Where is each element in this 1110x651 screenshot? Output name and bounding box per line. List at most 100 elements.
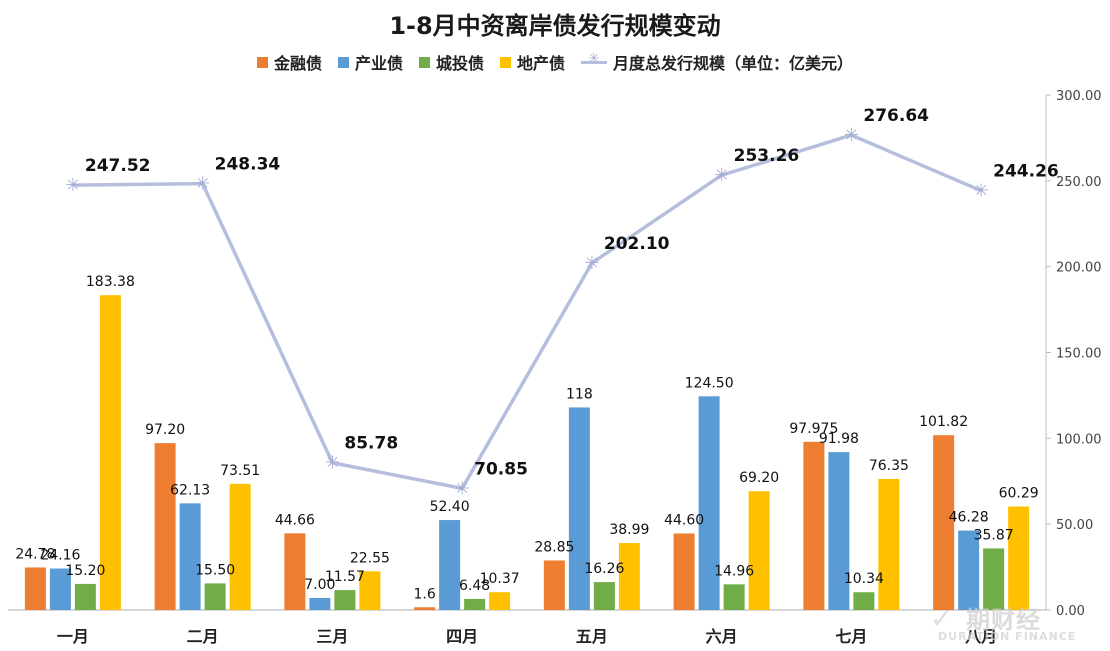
bar: [74, 583, 96, 610]
bar: [464, 598, 486, 610]
legend-label-lgfv: 城投债: [435, 54, 484, 73]
legend-item-lgfv: 城投债: [418, 50, 484, 74]
bar-data-label: 15.20: [65, 563, 105, 579]
total-line-point: ✳: [455, 478, 470, 499]
x-tick-label: 五月: [576, 627, 608, 646]
bar-data-label: 69.20: [739, 470, 779, 486]
bar-data-label: 10.34: [844, 571, 884, 587]
bar: [803, 441, 825, 610]
bar: [698, 396, 720, 610]
bar-data-label: 62.13: [170, 482, 210, 498]
watermark-text-en: DURATION FINANCE: [938, 630, 1077, 643]
total-data-label: 244.26: [993, 162, 1059, 182]
bar-data-label: 60.29: [999, 486, 1039, 502]
bar: [439, 520, 461, 610]
legend-swatch-financial: [256, 56, 268, 68]
total-data-label: 85.78: [344, 434, 398, 454]
watermark: ✓ 期财经 DURATION FINANCE: [930, 600, 1105, 648]
bar: [568, 407, 590, 610]
chart-title: 1-8月中资离岸债发行规模变动: [389, 12, 721, 40]
watermark-text-cn: 期财经: [966, 606, 1041, 634]
legend-item-financial: 金融债: [256, 50, 322, 74]
bar: [359, 571, 381, 610]
bar: [853, 592, 875, 610]
bar: [154, 443, 176, 610]
total-line-point: ✳: [974, 181, 989, 202]
bar-data-label: 97.975: [789, 421, 838, 437]
legend-swatch-property: [500, 56, 511, 68]
total-data-label: 248.34: [215, 155, 281, 175]
bar-data-label: 6.48: [459, 578, 490, 594]
bar: [179, 503, 201, 610]
x-tick-label: 七月: [835, 627, 867, 646]
x-tick-label: 一月: [57, 627, 89, 646]
x-tick-label: 八月: [964, 627, 997, 646]
bar-data-label: 73.51: [220, 463, 260, 479]
bar: [489, 592, 511, 610]
total-data-label: 253.26: [734, 146, 800, 166]
bar-data-label: 91.98: [819, 431, 859, 447]
bar-data-label: 10.37: [480, 571, 520, 587]
bar: [1008, 506, 1030, 610]
bar: [593, 582, 615, 610]
bar-data-label: 24.78: [15, 546, 55, 562]
bar: [723, 584, 745, 610]
y-tick-label: 100.00: [1056, 432, 1102, 447]
total-line-point: ✳: [714, 165, 729, 186]
bar-data-label: 16.26: [584, 561, 624, 577]
legend: 金融债 产业债 城投债 地产债 月度总发行规模（单位：亿美元）: [0, 50, 1110, 74]
total-line-point: ✳: [584, 253, 599, 274]
y-tick-label: 300.00: [1056, 89, 1102, 104]
bar-data-label: 14.96: [714, 563, 754, 579]
bar-data-label: 76.35: [869, 458, 909, 474]
bar-data-label: 44.60: [664, 512, 704, 528]
y-tick-label: 200.00: [1056, 261, 1102, 276]
legend-line-total: [581, 51, 608, 68]
bar-data-label: 97.20: [145, 422, 185, 438]
bar: [828, 452, 850, 610]
total-data-label: 70.85: [474, 459, 528, 479]
bar: [933, 435, 955, 610]
total-line-point: ✳: [325, 453, 340, 474]
bar-data-label: 46.28: [949, 510, 989, 526]
x-tick-label: 二月: [187, 627, 219, 646]
total-data-label: 202.10: [604, 234, 670, 254]
y-tick-label: 50.00: [1056, 518, 1093, 533]
bar-data-label: 28.85: [534, 539, 574, 555]
legend-label-total: 月度总发行规模（单位：亿美元）: [613, 54, 854, 73]
bar: [49, 568, 71, 610]
bar-data-label: 35.87: [974, 527, 1014, 543]
bar-data-label: 101.82: [919, 414, 968, 430]
bar: [334, 590, 356, 610]
x-tick-label: 三月: [316, 627, 348, 646]
bar: [309, 597, 331, 610]
bar: [414, 607, 436, 610]
y-tick-label: 0.00: [1056, 604, 1085, 619]
bar-data-label: 24.16: [40, 548, 80, 564]
bar: [284, 533, 306, 610]
total-data-label: 276.64: [863, 106, 929, 126]
legend-label-financial: 金融债: [273, 54, 322, 73]
legend-item-property: 地产债: [500, 50, 565, 74]
bar-data-label: 1.6: [413, 586, 435, 602]
total-line-point: ✳: [195, 174, 210, 195]
total-line-point: ✳: [65, 175, 80, 196]
total-data-label: 247.52: [85, 156, 151, 176]
legend-swatch-lgfv: [418, 56, 430, 68]
bar: [543, 560, 565, 610]
legend-item-industrial: 产业债: [337, 50, 403, 74]
bar: [673, 533, 695, 610]
total-line-point: ✳: [844, 125, 859, 146]
bar-data-label: 124.50: [685, 375, 734, 391]
bar: [618, 543, 640, 610]
bar: [878, 478, 900, 610]
bar-data-label: 118: [566, 386, 593, 402]
bar: [983, 548, 1005, 610]
x-tick-label: 六月: [706, 627, 738, 646]
bar-data-label: 52.40: [430, 499, 470, 515]
y-tick-label: 250.00: [1056, 175, 1102, 190]
legend-label-industrial: 产业债: [354, 54, 403, 73]
bar-data-label: 38.99: [609, 522, 649, 538]
bar: [99, 295, 121, 610]
